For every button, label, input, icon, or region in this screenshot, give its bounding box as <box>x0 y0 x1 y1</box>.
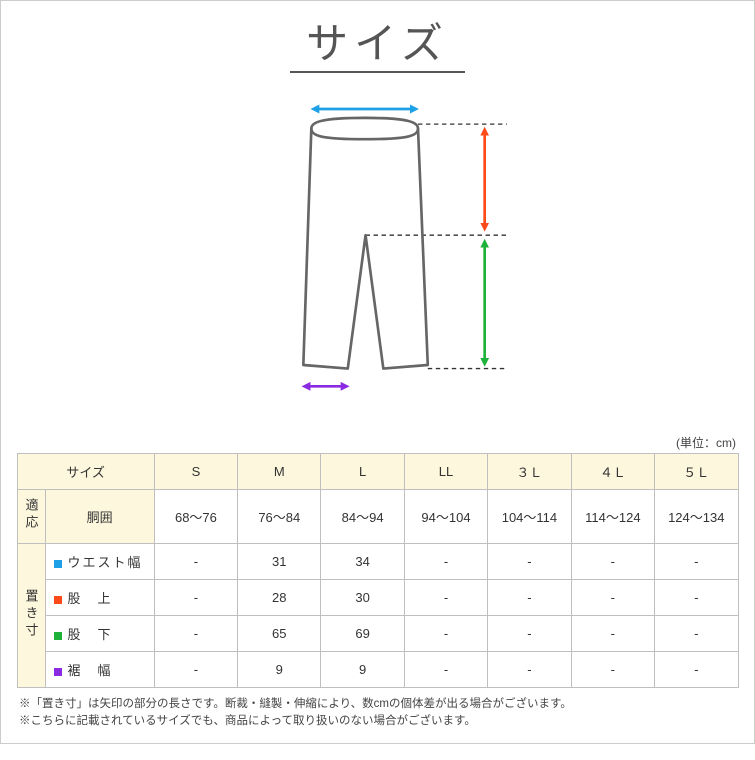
measure-value: - <box>404 544 487 580</box>
measure-value: - <box>488 580 571 616</box>
measure-label-text: 裾 幅 <box>68 663 113 678</box>
measure-label-text: 股 上 <box>68 591 113 606</box>
measure-value: 114～124 <box>571 490 654 544</box>
measure-value: 34 <box>321 544 404 580</box>
header-size-label: サイズ <box>17 454 154 490</box>
group-flat-label: 置き寸 <box>17 544 45 688</box>
swatch-icon <box>54 668 62 676</box>
measure-value: - <box>404 580 487 616</box>
notes: ※「置き寸」は矢印の部分の長さです。断裁・縫製・伸縮により、数cmの個体差が出る… <box>1 694 754 743</box>
measure-value: - <box>655 616 738 652</box>
size-col-header: ３Ｌ <box>488 454 571 490</box>
measure-value: 30 <box>321 580 404 616</box>
measure-value: - <box>154 616 237 652</box>
swatch-icon <box>54 560 62 568</box>
measure-value: - <box>404 652 487 688</box>
title-wrap: サイズ <box>1 1 754 73</box>
measure-value: 31 <box>238 544 321 580</box>
measure-value: - <box>655 652 738 688</box>
measure-value: - <box>488 544 571 580</box>
measure-value: - <box>571 544 654 580</box>
table-row: 適応胴囲68～7676～8484～9494～104104～114114～1241… <box>17 490 738 544</box>
size-table-wrap: サイズSMLLL３Ｌ４Ｌ５Ｌ適応胴囲68～7676～8484～9494～1041… <box>1 453 754 688</box>
measure-value: 94～104 <box>404 490 487 544</box>
measure-value: 68～76 <box>154 490 237 544</box>
size-chart-frame: サイズ (単位：cm) サイズSMLLL３Ｌ４Ｌ５Ｌ適応胴囲68～7676～84… <box>0 0 755 744</box>
measure-name: 裾 幅 <box>45 652 154 688</box>
swatch-icon <box>54 632 62 640</box>
pants-diagram <box>218 83 538 428</box>
size-col-header: S <box>154 454 237 490</box>
measure-label-text: ウエスト幅 <box>68 555 143 570</box>
page-title: サイズ <box>290 21 465 73</box>
swatch-icon <box>54 596 62 604</box>
table-row: 股 上-2830---- <box>17 580 738 616</box>
unit-label: (単位：cm) <box>1 434 754 453</box>
measure-value: - <box>488 652 571 688</box>
measure-value: - <box>655 580 738 616</box>
size-col-header: ４Ｌ <box>571 454 654 490</box>
measure-value: - <box>154 580 237 616</box>
table-row: 股 下-6569---- <box>17 616 738 652</box>
measure-name: 胴囲 <box>45 490 154 544</box>
measure-value: 9 <box>321 652 404 688</box>
measure-name: 股 下 <box>45 616 154 652</box>
measure-value: - <box>404 616 487 652</box>
group-fit-label: 適応 <box>17 490 45 544</box>
measure-value: 9 <box>238 652 321 688</box>
measure-value: - <box>154 544 237 580</box>
measure-name: 股 上 <box>45 580 154 616</box>
measure-value: - <box>571 616 654 652</box>
measure-label-text: 股 下 <box>68 627 113 642</box>
measure-value: - <box>655 544 738 580</box>
measure-value: 76～84 <box>238 490 321 544</box>
size-table: サイズSMLLL３Ｌ４Ｌ５Ｌ適応胴囲68～7676～8484～9494～1041… <box>17 453 739 688</box>
measure-name: ウエスト幅 <box>45 544 154 580</box>
table-row: 裾 幅-99---- <box>17 652 738 688</box>
size-col-header: ５Ｌ <box>655 454 738 490</box>
measure-value: 65 <box>238 616 321 652</box>
table-header-row: サイズSMLLL３Ｌ４Ｌ５Ｌ <box>17 454 738 490</box>
measure-value: 28 <box>238 580 321 616</box>
measure-value: 104～114 <box>488 490 571 544</box>
measure-value: - <box>571 652 654 688</box>
note-line: ※こちらに記載されているサイズでも、商品によって取り扱いのない場合がございます。 <box>19 713 736 730</box>
size-col-header: L <box>321 454 404 490</box>
measure-value: - <box>571 580 654 616</box>
measure-value: 124～134 <box>655 490 738 544</box>
size-col-header: LL <box>404 454 487 490</box>
diagram-wrap <box>1 73 754 434</box>
measure-value: - <box>488 616 571 652</box>
measure-value: 69 <box>321 616 404 652</box>
measure-value: - <box>154 652 237 688</box>
size-col-header: M <box>238 454 321 490</box>
table-row: 置き寸ウエスト幅-3134---- <box>17 544 738 580</box>
note-line: ※「置き寸」は矢印の部分の長さです。断裁・縫製・伸縮により、数cmの個体差が出る… <box>19 696 736 713</box>
measure-value: 84～94 <box>321 490 404 544</box>
